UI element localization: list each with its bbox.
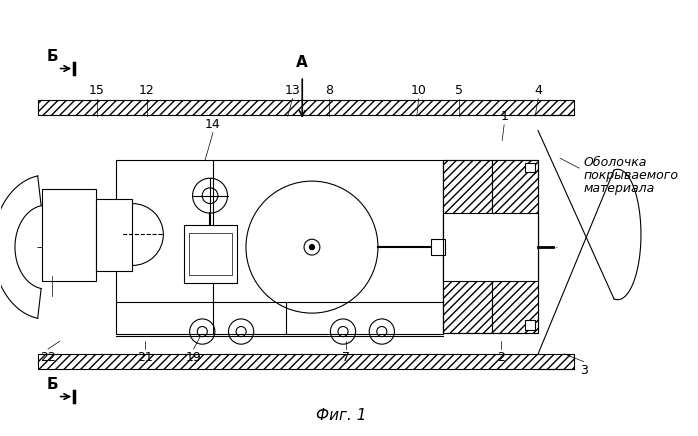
- Text: 19: 19: [186, 351, 202, 364]
- Text: 8: 8: [325, 84, 334, 97]
- Text: Оболочка: Оболочка: [584, 157, 647, 170]
- Text: 15: 15: [89, 84, 105, 97]
- Text: 5: 5: [456, 84, 463, 97]
- Bar: [491, 160, 538, 333]
- Text: Б: Б: [47, 49, 59, 65]
- Text: покрываемого: покрываемого: [584, 169, 678, 182]
- Bar: [38, 99, 574, 115]
- Text: 7: 7: [342, 351, 350, 364]
- Text: материала: материала: [584, 182, 655, 195]
- Bar: [443, 213, 538, 281]
- Text: 22: 22: [40, 351, 56, 364]
- Text: 1: 1: [500, 110, 508, 123]
- Text: 21: 21: [137, 351, 153, 364]
- Text: Б: Б: [47, 378, 59, 392]
- Polygon shape: [538, 131, 641, 354]
- Bar: [96, 198, 133, 271]
- Circle shape: [309, 245, 314, 249]
- Bar: [42, 189, 96, 281]
- Bar: [443, 160, 491, 333]
- Bar: [431, 239, 445, 255]
- Text: Фиг. 1: Фиг. 1: [315, 409, 366, 423]
- Text: А: А: [297, 55, 308, 71]
- Bar: [526, 320, 535, 330]
- Text: 2: 2: [497, 351, 505, 364]
- Text: 4: 4: [534, 84, 542, 97]
- Bar: [184, 225, 237, 283]
- Text: 10: 10: [411, 84, 426, 97]
- Text: 3: 3: [580, 364, 588, 377]
- Text: 14: 14: [205, 118, 221, 131]
- Polygon shape: [0, 176, 41, 318]
- Bar: [38, 354, 574, 369]
- Bar: [188, 232, 232, 275]
- Bar: [443, 160, 538, 333]
- Text: 13: 13: [285, 84, 300, 97]
- Bar: [526, 163, 535, 172]
- Text: 12: 12: [139, 84, 155, 97]
- Bar: [116, 160, 443, 334]
